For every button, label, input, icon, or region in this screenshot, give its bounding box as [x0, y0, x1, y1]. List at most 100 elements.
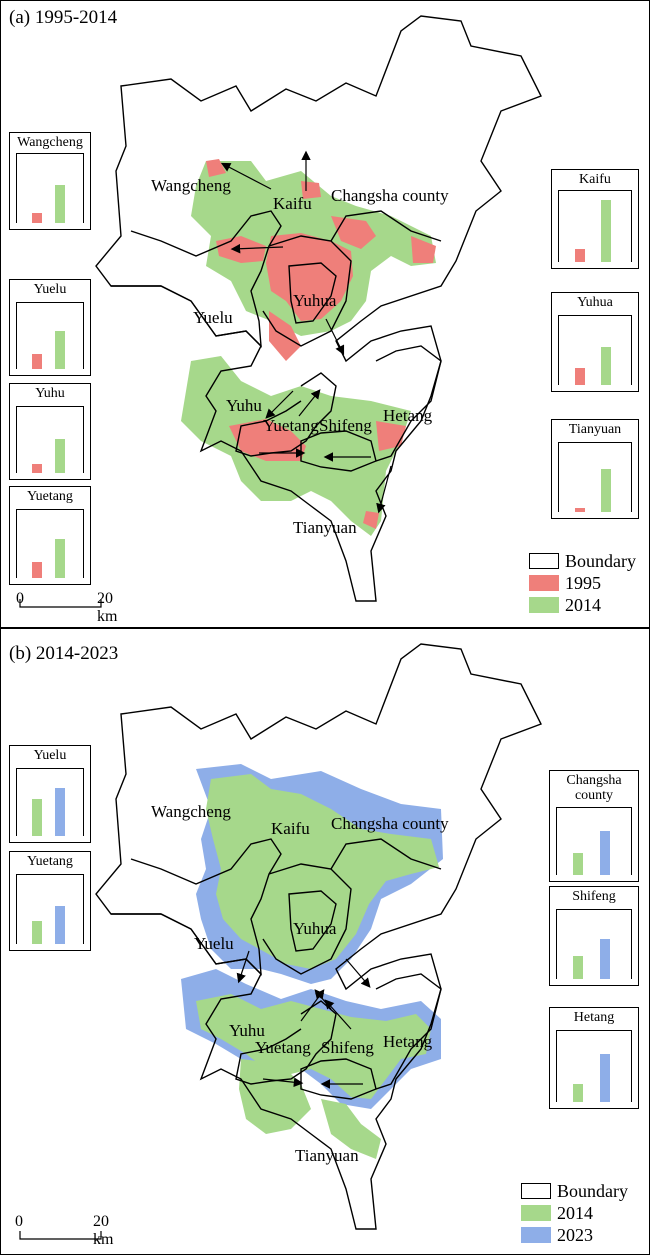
inset-label: Kaifu — [579, 172, 611, 187]
inset-frame — [556, 1030, 632, 1102]
swatch-1995 — [529, 575, 559, 591]
label-hetang: Hetang — [383, 406, 433, 425]
label-wangcheng: Wangcheng — [151, 802, 231, 821]
bar-2014 — [601, 200, 611, 262]
patches-1995 — [206, 159, 436, 529]
inset-a-2: Yuhu — [9, 383, 91, 480]
scale-zero: 0 — [16, 590, 24, 607]
label-changsha-county: Changsha county — [331, 814, 449, 833]
legend-2014: 2014 — [557, 1203, 593, 1223]
label-shifeng: Shifeng — [321, 1038, 374, 1057]
label-wangcheng: Wangcheng — [151, 176, 231, 195]
changsha-boundary — [330, 210, 442, 242]
bar-1995 — [575, 508, 585, 512]
bar-1995 — [575, 249, 585, 262]
bar-2014 — [55, 539, 65, 578]
map-b: Wangcheng Kaifu Changsha county Yuhua Yu… — [95, 643, 542, 1230]
swatch-2023 — [521, 1227, 551, 1243]
inset-label: Tianyuan — [568, 422, 622, 437]
bar-2014 — [573, 853, 583, 875]
inset-frame — [16, 874, 84, 944]
scale-distance: 20 km — [93, 1213, 114, 1248]
boundary-swatch — [521, 1183, 551, 1199]
bar-2014 — [55, 331, 65, 369]
inset-label: Hetang — [573, 1010, 615, 1025]
map-a: Wangcheng Kaifu Changsha county Yuhua Yu… — [95, 15, 542, 602]
label-yuhu: Yuhu — [229, 1021, 265, 1040]
inset-label: Yuetang — [27, 489, 73, 504]
bar-2023 — [600, 939, 610, 979]
bar-2023 — [600, 831, 610, 875]
label-tianyuan: Tianyuan — [293, 518, 357, 537]
bar-2023 — [600, 1054, 610, 1102]
yuhua-boundary — [288, 262, 337, 324]
inset-label: Yuelu — [33, 282, 67, 297]
label-kaifu: Kaifu — [271, 819, 310, 838]
bar-1995 — [575, 368, 585, 385]
yuelu-boundary — [111, 838, 282, 976]
inset-a-3: Yuetang — [9, 486, 91, 585]
inset-label: Shifeng — [572, 889, 616, 904]
inset-frame — [16, 406, 84, 473]
yuhua-boundary — [288, 890, 337, 952]
yuelu-boundary — [111, 210, 282, 348]
inset-label: Yuelu — [33, 748, 67, 763]
kaifu-boundary — [262, 863, 352, 975]
swatch-2014 — [521, 1205, 551, 1221]
label-yuhua: Yuhua — [293, 919, 337, 938]
inset-label: Changsha county — [566, 773, 622, 803]
label-shifeng: Shifeng — [319, 416, 372, 435]
inset-frame — [16, 509, 84, 578]
shifeng-boundary — [235, 1000, 337, 1085]
bar-2023 — [55, 906, 65, 944]
legend-boundary: Boundary — [565, 551, 636, 571]
inset-frame — [556, 909, 632, 979]
legend: Boundary 2014 2023 — [521, 1181, 646, 1247]
changsha-boundary — [330, 838, 442, 870]
inset-label: Yuhua — [577, 295, 613, 310]
panel-a: Wangcheng Kaifu Changsha county Yuhua Yu… — [0, 0, 650, 628]
inset-label: Yuhu — [35, 386, 65, 401]
scale-zero: 0 — [15, 1213, 23, 1230]
hetang-boundary — [375, 973, 442, 1090]
legend-2023: 2023 — [557, 1225, 593, 1245]
inset-frame — [556, 807, 632, 875]
place-labels-a: Wangcheng Kaifu Changsha county Yuhua Yu… — [151, 176, 449, 537]
label-kaifu: Kaifu — [273, 194, 312, 213]
legend-1995: 1995 — [565, 573, 601, 593]
bar-1995 — [32, 562, 42, 578]
inset-frame — [16, 768, 84, 836]
label-yuetang: Yuetang — [255, 1038, 311, 1057]
inset-b-4: Hetang — [549, 1007, 639, 1109]
growth-arrows-a — [220, 150, 392, 514]
swatch-2014 — [529, 597, 559, 613]
bar-2014 — [601, 469, 611, 512]
bar-2014 — [55, 439, 65, 473]
inset-a-5: Yuhua — [551, 292, 639, 392]
boundary-swatch — [529, 553, 559, 569]
growth-arrows-b — [236, 950, 371, 1089]
legend: Boundary 1995 2014 — [529, 551, 647, 617]
inset-frame — [16, 302, 84, 369]
bar-2023 — [55, 788, 65, 836]
label-yuetang: Yuetang — [263, 416, 319, 435]
shifeng-boundary — [235, 372, 337, 457]
inset-frame — [558, 315, 632, 385]
bar-2014 — [55, 185, 65, 223]
inset-b-3: Shifeng — [549, 886, 639, 986]
bar-2014 — [573, 956, 583, 979]
legend-boundary: Boundary — [557, 1181, 628, 1201]
inset-a-4: Kaifu — [551, 169, 639, 269]
inset-label: Wangcheng — [17, 135, 83, 150]
legend-2014: 2014 — [565, 595, 601, 615]
inset-b-0: Yuelu — [9, 745, 91, 843]
panel-title: (b) 2014-2023 — [9, 643, 119, 664]
inset-a-0: Wangcheng — [9, 132, 91, 230]
label-yuhua: Yuhua — [293, 291, 337, 310]
boundaries-a — [95, 15, 542, 602]
inset-frame — [558, 442, 632, 512]
bar-1995 — [32, 213, 42, 223]
bar-2014 — [32, 921, 42, 944]
inset-b-2: Changsha county — [549, 770, 639, 882]
inset-a-1: Yuelu — [9, 279, 91, 376]
